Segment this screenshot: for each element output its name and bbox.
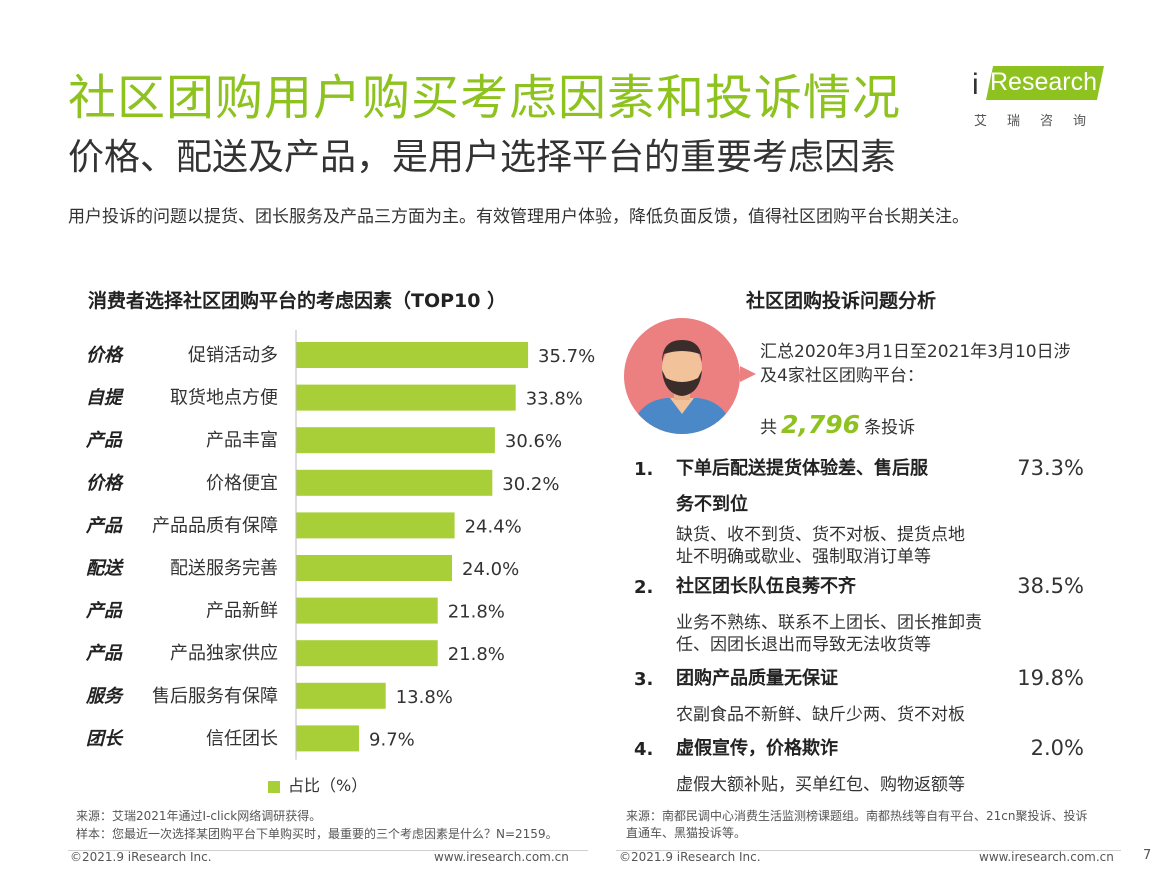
logo-word: Research xyxy=(990,68,1097,96)
bar-3 xyxy=(296,427,495,454)
issue-2-percent: 38.5% xyxy=(1017,574,1084,598)
bar-label-10: 信任团长 xyxy=(206,728,278,749)
bar-category-2: 自提 xyxy=(86,388,124,409)
bar-value-label-8: 21.8% xyxy=(448,644,505,665)
bar-value-label-7: 21.8% xyxy=(448,602,505,623)
bar-value-label-4: 30.2% xyxy=(502,474,559,495)
issue-3-detail: 农副食品不新鲜、缺斤少两、货不对板 xyxy=(676,705,965,725)
complaints-intro: 汇总2020年3月1日至2021年3月10日涉及4家社区团购平台： xyxy=(760,340,1080,388)
issue-1-detail: 缺货、收不到货、货不对板、提货点地址不明确或歇业、强制取消订单等 xyxy=(676,525,965,567)
bar-label-5: 产品品质有保障 xyxy=(152,515,278,536)
total-suffix: 条投诉 xyxy=(864,418,916,438)
issue-1-title: 下单后配送提货体验差、售后服务不到位 xyxy=(676,458,928,515)
complaints-total: 共 2,796 条投诉 xyxy=(760,410,915,439)
bar-8 xyxy=(296,640,438,667)
bar-label-2: 取货地点方便 xyxy=(170,388,278,409)
legend-swatch xyxy=(268,780,280,793)
right-source-note: 来源：南都民调中心消费生活监测榜课题组。南都热线等自有平台、21cn聚投诉、投诉… xyxy=(626,809,1088,840)
total-prefix: 共 xyxy=(760,418,777,438)
footer-divider-left xyxy=(68,850,588,851)
issue-4-number: 4. xyxy=(634,739,654,760)
issue-1-number: 1. xyxy=(634,459,654,480)
left-sample-note: 样本：您最近一次选择某团购平台下单购买时，最重要的三个考虑因素是什么？N=215… xyxy=(76,827,558,841)
issue-2-detail: 业务不熟练、联系不上团长、团长推卸责任、因团长退出而导致无法收货等 xyxy=(676,613,982,655)
bar-category-7: 产品 xyxy=(85,601,123,622)
bar-label-4: 价格便宜 xyxy=(206,473,278,494)
page-number: 7 xyxy=(1143,848,1152,863)
bar-value-label-3: 30.6% xyxy=(505,431,562,452)
issue-3-title: 团购产品质量无保证 xyxy=(676,668,838,689)
footer-url-left[interactable]: www.iresearch.com.cn xyxy=(434,850,569,864)
page-title: 社区团购用户购买考虑因素和投诉情况 xyxy=(68,70,902,126)
bar-category-4: 价格 xyxy=(86,473,124,494)
bar-label-3: 产品丰富 xyxy=(206,430,278,451)
bar-value-label-1: 35.7% xyxy=(538,346,595,367)
bar-4 xyxy=(296,469,493,496)
issue-3-number: 3. xyxy=(634,669,654,690)
logo-chinese: 艾瑞咨询 xyxy=(974,114,1107,129)
bar-category-1: 价格 xyxy=(86,345,124,366)
issue-2-title: 社区团长队伍良莠不齐 xyxy=(676,576,856,597)
issue-3-percent: 19.8% xyxy=(1017,666,1084,690)
bar-label-9: 售后服务有保障 xyxy=(152,686,278,707)
bar-label-1: 促销活动多 xyxy=(188,345,278,366)
bar-category-3: 产品 xyxy=(85,430,123,451)
bar-1 xyxy=(296,342,529,368)
issue-4-detail: 虚假大额补贴，买单红包、购物返额等 xyxy=(676,775,965,795)
bar-value-label-2: 33.8% xyxy=(526,389,583,410)
bar-7 xyxy=(296,597,438,624)
bar-category-10: 团长 xyxy=(86,728,124,749)
bar-category-6: 配送 xyxy=(86,558,124,579)
bar-value-label-5: 24.4% xyxy=(465,516,522,537)
issue-2-number: 2. xyxy=(634,577,654,598)
bar-value-label-10: 9.7% xyxy=(369,729,415,750)
chart-title: 消费者选择社区团购平台的考虑因素（TOP10 ） xyxy=(88,290,507,312)
bar-value-label-9: 13.8% xyxy=(396,687,453,708)
footer-copyright-left: ©2021.9 iResearch Inc. xyxy=(70,850,212,864)
issue-1-percent: 73.3% xyxy=(1017,456,1084,480)
total-count: 2,796 xyxy=(781,410,861,439)
bar-chart: 价格 促销活动多 35.7%自提 取货地点方便 33.8%产品 产品丰富 30.6%价格 价格… xyxy=(85,330,595,760)
legend-label: 占比（%） xyxy=(288,776,368,795)
bar-6 xyxy=(296,555,452,581)
bar-category-8: 产品 xyxy=(85,643,123,664)
issue-4-percent: 2.0% xyxy=(1030,736,1084,760)
footer-divider-right xyxy=(616,850,1121,851)
page-description: 用户投诉的问题以提货、团长服务及产品三方面为主。有效管理用户体验，降低负面反馈，… xyxy=(68,207,969,227)
bar-label-8: 产品独家供应 xyxy=(170,643,278,664)
bar-9 xyxy=(296,682,386,709)
issue-4-title: 虚假宣传，价格欺诈 xyxy=(676,738,838,759)
bar-label-7: 产品新鲜 xyxy=(206,601,278,622)
iresearch-logo: i Research 艾瑞咨询 xyxy=(968,62,1108,132)
left-source-note: 来源：艾瑞2021年通过I-click网络调研获得。 xyxy=(76,809,322,823)
bar-2 xyxy=(296,384,516,411)
logo-i: i xyxy=(972,68,979,101)
bar-value-label-6: 24.0% xyxy=(462,559,519,580)
user-avatar-icon xyxy=(624,318,756,434)
footer-url-right[interactable]: www.iresearch.com.cn xyxy=(979,850,1114,864)
bar-category-5: 产品 xyxy=(85,515,123,536)
footer-copyright-right: ©2021.9 iResearch Inc. xyxy=(619,850,761,864)
chart-legend: 占比（%） xyxy=(268,772,367,796)
page-subtitle: 价格、配送及产品，是用户选择平台的重要考虑因素 xyxy=(68,137,897,178)
bar-5 xyxy=(296,512,455,539)
bar-category-9: 服务 xyxy=(85,686,125,707)
intro-text: 汇总2020年3月1日至2021年3月10日涉及4家社区团购平台： xyxy=(760,342,1071,386)
complaints-title: 社区团购投诉问题分析 xyxy=(746,290,937,312)
bar-label-6: 配送服务完善 xyxy=(170,558,278,579)
logo-tag-shape xyxy=(986,66,1104,100)
bar-10 xyxy=(296,725,360,752)
